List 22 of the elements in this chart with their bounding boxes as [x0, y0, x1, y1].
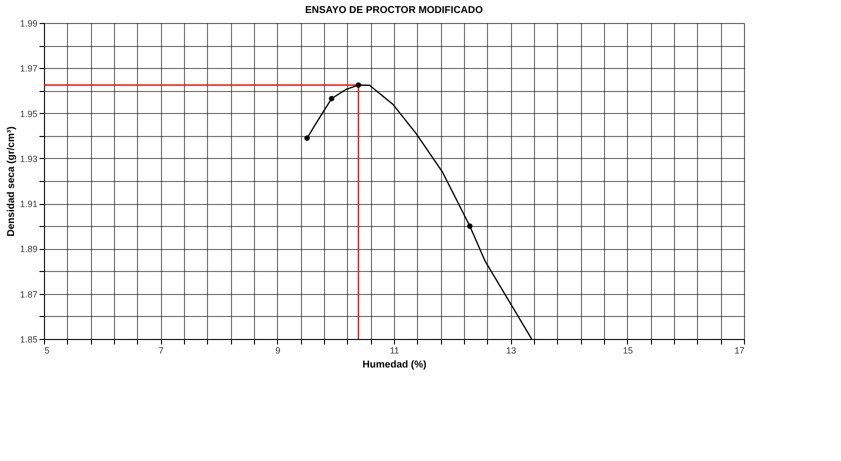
point — [356, 82, 362, 88]
y-tick-label: 1.87 — [20, 289, 38, 300]
y-axis-title: Densidad seca (gr/cm³) — [6, 126, 17, 237]
y-tick-label: 1.89 — [20, 244, 38, 254]
x-tick-label: 17 — [734, 346, 744, 356]
point — [328, 96, 334, 102]
point — [467, 223, 473, 229]
x-tick-label: 5 — [44, 346, 50, 356]
chart-title: ENSAYO DE PROCTOR MODIFICADO — [305, 5, 484, 16]
x-axis-title: Humedad (%) — [362, 360, 426, 370]
point — [304, 135, 310, 141]
y-tick-label: 1.93 — [20, 154, 38, 164]
y-tick-label: 1.95 — [20, 108, 38, 119]
x-tick-label: 13 — [506, 346, 516, 356]
y-tick-label: 1.91 — [20, 199, 38, 210]
x-tick-label: 15 — [622, 346, 633, 356]
x-tick-label: 11 — [390, 346, 400, 356]
x-tick-label: 7 — [158, 346, 164, 356]
x-tick-label: 9 — [275, 346, 280, 356]
y-tick-label: 1.85 — [20, 334, 38, 344]
y-tick-label: 1.97 — [20, 64, 38, 74]
y-tick-label: 1.99 — [20, 18, 38, 28]
